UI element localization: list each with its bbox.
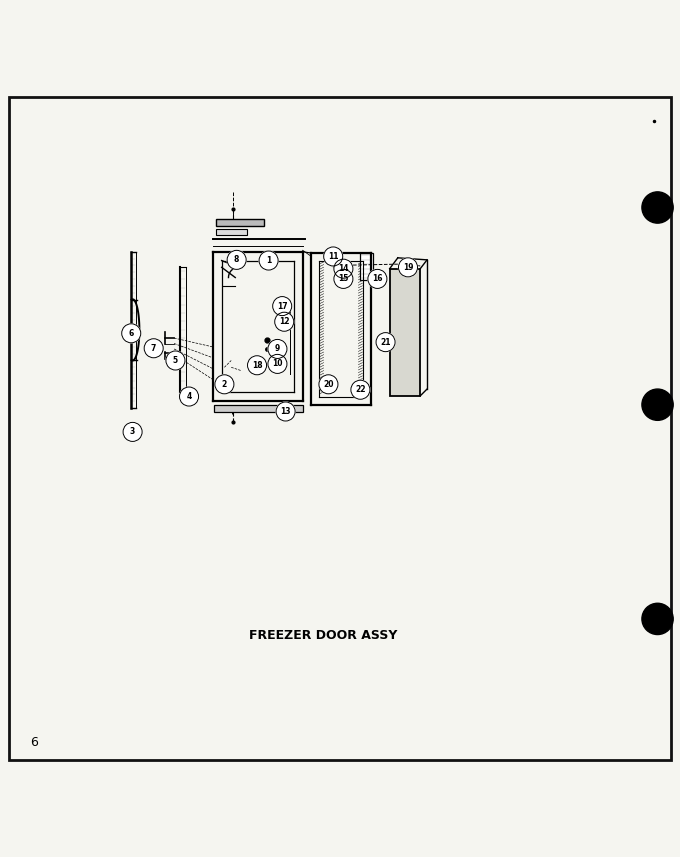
Circle shape (276, 402, 295, 421)
Circle shape (334, 269, 353, 289)
Bar (216, 229, 247, 235)
Text: 1: 1 (266, 256, 271, 265)
Text: 18: 18 (252, 361, 262, 369)
Circle shape (324, 247, 343, 266)
Bar (214, 405, 303, 411)
Circle shape (259, 251, 278, 270)
Circle shape (268, 339, 287, 358)
Bar (390, 269, 420, 396)
Text: 19: 19 (403, 263, 413, 272)
Circle shape (368, 269, 387, 289)
Circle shape (273, 297, 292, 315)
Text: 14: 14 (338, 264, 349, 273)
Circle shape (166, 351, 185, 370)
Text: 7: 7 (151, 344, 156, 353)
Text: 5: 5 (173, 356, 178, 365)
Text: 11: 11 (328, 252, 339, 261)
Text: 13: 13 (280, 407, 291, 416)
Text: 21: 21 (380, 338, 391, 346)
Bar (216, 219, 264, 226)
Text: 6: 6 (129, 329, 134, 338)
Circle shape (248, 356, 267, 375)
Text: FREEZER DOOR ASSY: FREEZER DOOR ASSY (249, 629, 397, 643)
Circle shape (334, 259, 353, 279)
Circle shape (398, 258, 418, 277)
Text: 17: 17 (277, 302, 288, 310)
Text: 4: 4 (186, 392, 192, 401)
Circle shape (122, 324, 141, 343)
Text: 15: 15 (338, 274, 349, 284)
Circle shape (123, 423, 142, 441)
Circle shape (351, 381, 370, 399)
Text: 8: 8 (234, 255, 239, 264)
Text: 2: 2 (222, 380, 227, 389)
Circle shape (144, 339, 163, 357)
Circle shape (180, 387, 199, 406)
Circle shape (642, 389, 673, 420)
Text: 20: 20 (323, 380, 334, 389)
Circle shape (642, 192, 673, 223)
Circle shape (227, 250, 246, 269)
Text: 9: 9 (275, 345, 280, 353)
Circle shape (376, 333, 395, 351)
Text: 3: 3 (130, 428, 135, 436)
Text: 16: 16 (372, 274, 383, 284)
Text: 12: 12 (279, 317, 290, 327)
Bar (360, 253, 373, 280)
Circle shape (268, 355, 287, 374)
Text: 10: 10 (272, 359, 283, 369)
Circle shape (275, 312, 294, 332)
Circle shape (642, 603, 673, 634)
Text: 6: 6 (31, 736, 39, 749)
Circle shape (319, 375, 338, 394)
Text: 22: 22 (355, 386, 366, 394)
Circle shape (215, 375, 234, 394)
